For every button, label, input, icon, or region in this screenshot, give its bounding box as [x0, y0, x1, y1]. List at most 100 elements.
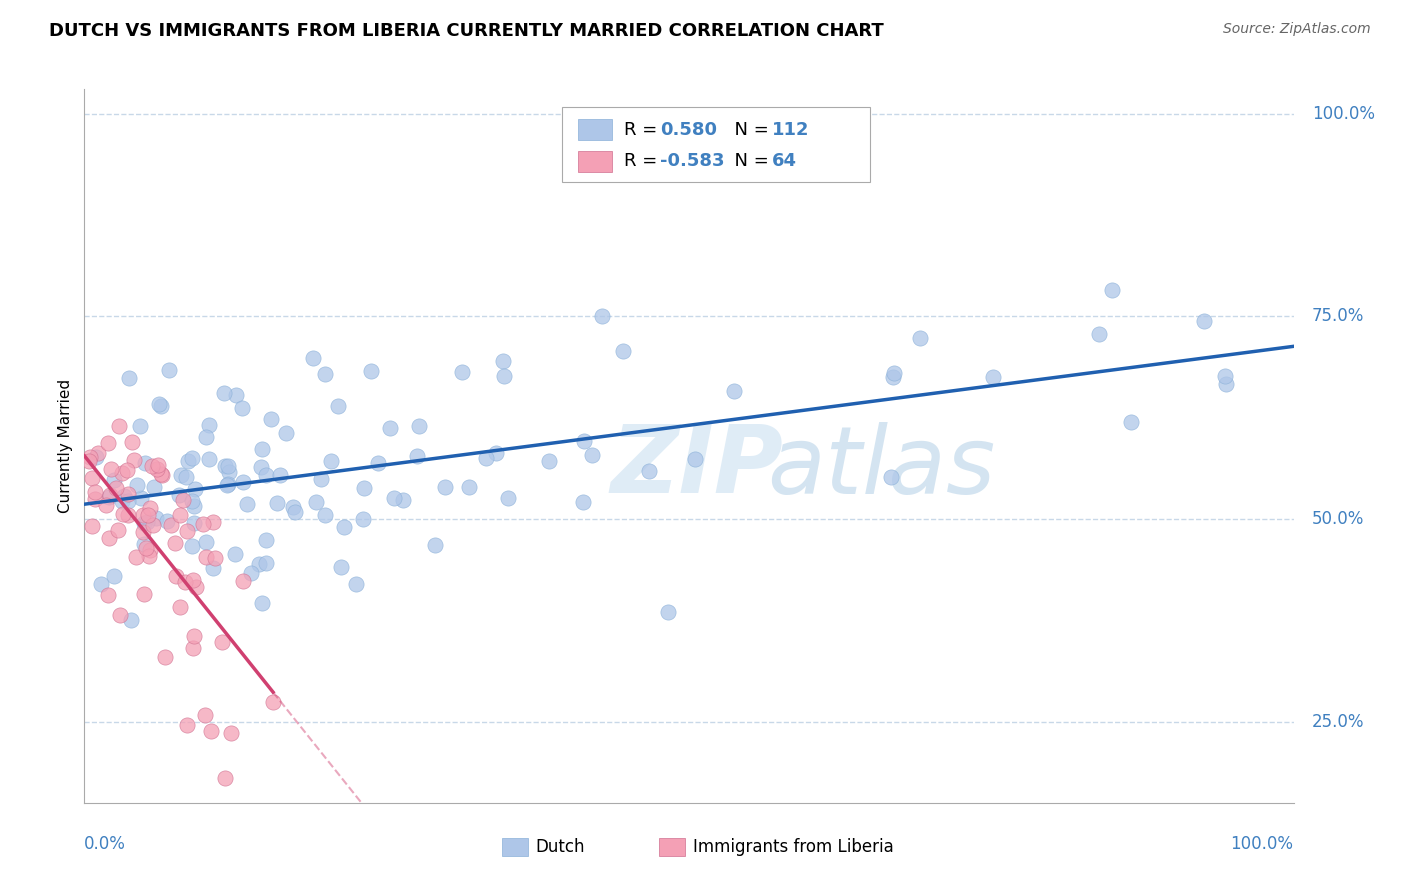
Point — [314, 508, 336, 522]
Point — [107, 523, 129, 537]
Point — [172, 492, 194, 507]
Point — [236, 497, 259, 511]
Point — [302, 351, 325, 366]
Point — [139, 500, 162, 515]
Point — [117, 486, 139, 500]
Point — [451, 365, 474, 379]
Point — [117, 494, 139, 508]
Point — [382, 491, 405, 505]
Point — [134, 456, 156, 470]
Point — [176, 718, 198, 732]
Point — [169, 467, 191, 482]
Point — [122, 453, 145, 467]
Point — [1101, 283, 1123, 297]
Point — [204, 551, 226, 566]
Point — [131, 508, 153, 523]
Point — [214, 772, 236, 786]
Point — [637, 464, 659, 478]
Point — [183, 629, 205, 643]
Point — [392, 492, 415, 507]
Point — [97, 588, 120, 602]
Point — [262, 695, 284, 709]
Point — [107, 418, 129, 433]
Point — [142, 480, 165, 494]
Point — [183, 516, 205, 530]
Point — [150, 400, 173, 414]
Point — [145, 462, 167, 476]
Point — [100, 462, 122, 476]
Point — [86, 450, 108, 464]
Text: 0.580: 0.580 — [659, 120, 717, 138]
Point — [148, 397, 170, 411]
Point — [134, 587, 156, 601]
Point — [77, 454, 100, 468]
Point — [217, 476, 239, 491]
Text: Dutch: Dutch — [536, 838, 585, 856]
Point — [883, 366, 905, 380]
Point — [231, 574, 253, 588]
Point — [136, 515, 159, 529]
Point — [83, 491, 105, 506]
Point — [232, 475, 254, 489]
Point — [145, 511, 167, 525]
Point — [132, 516, 155, 531]
Point — [406, 449, 429, 463]
Point — [159, 517, 181, 532]
Point — [254, 468, 277, 483]
Point — [269, 468, 291, 483]
Point — [219, 726, 242, 740]
Point — [181, 573, 204, 587]
Point — [98, 488, 121, 502]
Point — [457, 480, 479, 494]
Text: 100.0%: 100.0% — [1312, 104, 1375, 122]
Point — [1194, 314, 1216, 328]
Point — [475, 450, 498, 465]
Point — [134, 537, 156, 551]
Point — [344, 577, 367, 591]
Text: N =: N = — [723, 120, 775, 138]
Point — [367, 457, 389, 471]
Point — [193, 517, 215, 532]
Point — [212, 385, 235, 400]
Point — [224, 547, 246, 561]
Point — [908, 330, 931, 344]
Point — [84, 484, 107, 499]
Point — [211, 635, 233, 649]
Point — [231, 401, 253, 415]
Point — [1215, 377, 1237, 392]
Point — [169, 600, 191, 615]
Text: ZIP: ZIP — [610, 421, 783, 514]
Point — [118, 371, 141, 385]
Text: R =: R = — [624, 120, 662, 138]
Point — [882, 369, 904, 384]
Point — [572, 495, 595, 509]
Text: Source: ZipAtlas.com: Source: ZipAtlas.com — [1223, 22, 1371, 37]
Point — [214, 458, 236, 473]
Point — [198, 417, 221, 432]
Point — [120, 614, 142, 628]
Point — [1121, 415, 1143, 429]
Point — [169, 508, 191, 522]
Text: atlas: atlas — [768, 422, 995, 513]
Point — [124, 550, 146, 565]
Point — [423, 538, 446, 552]
Point — [225, 388, 247, 402]
Point — [194, 430, 217, 444]
Point — [180, 539, 202, 553]
Point — [581, 448, 603, 462]
Point — [108, 607, 131, 622]
Point — [115, 463, 138, 477]
Point — [90, 577, 112, 591]
Point — [200, 723, 222, 738]
Text: Immigrants from Liberia: Immigrants from Liberia — [693, 838, 893, 856]
Point — [1215, 368, 1237, 383]
Point — [181, 641, 204, 656]
Text: 100.0%: 100.0% — [1230, 835, 1294, 853]
Point — [201, 515, 224, 529]
FancyBboxPatch shape — [562, 107, 870, 182]
Point — [183, 499, 205, 513]
Point — [194, 708, 217, 723]
Point — [408, 419, 430, 434]
Point — [104, 481, 127, 495]
Point — [129, 491, 152, 505]
